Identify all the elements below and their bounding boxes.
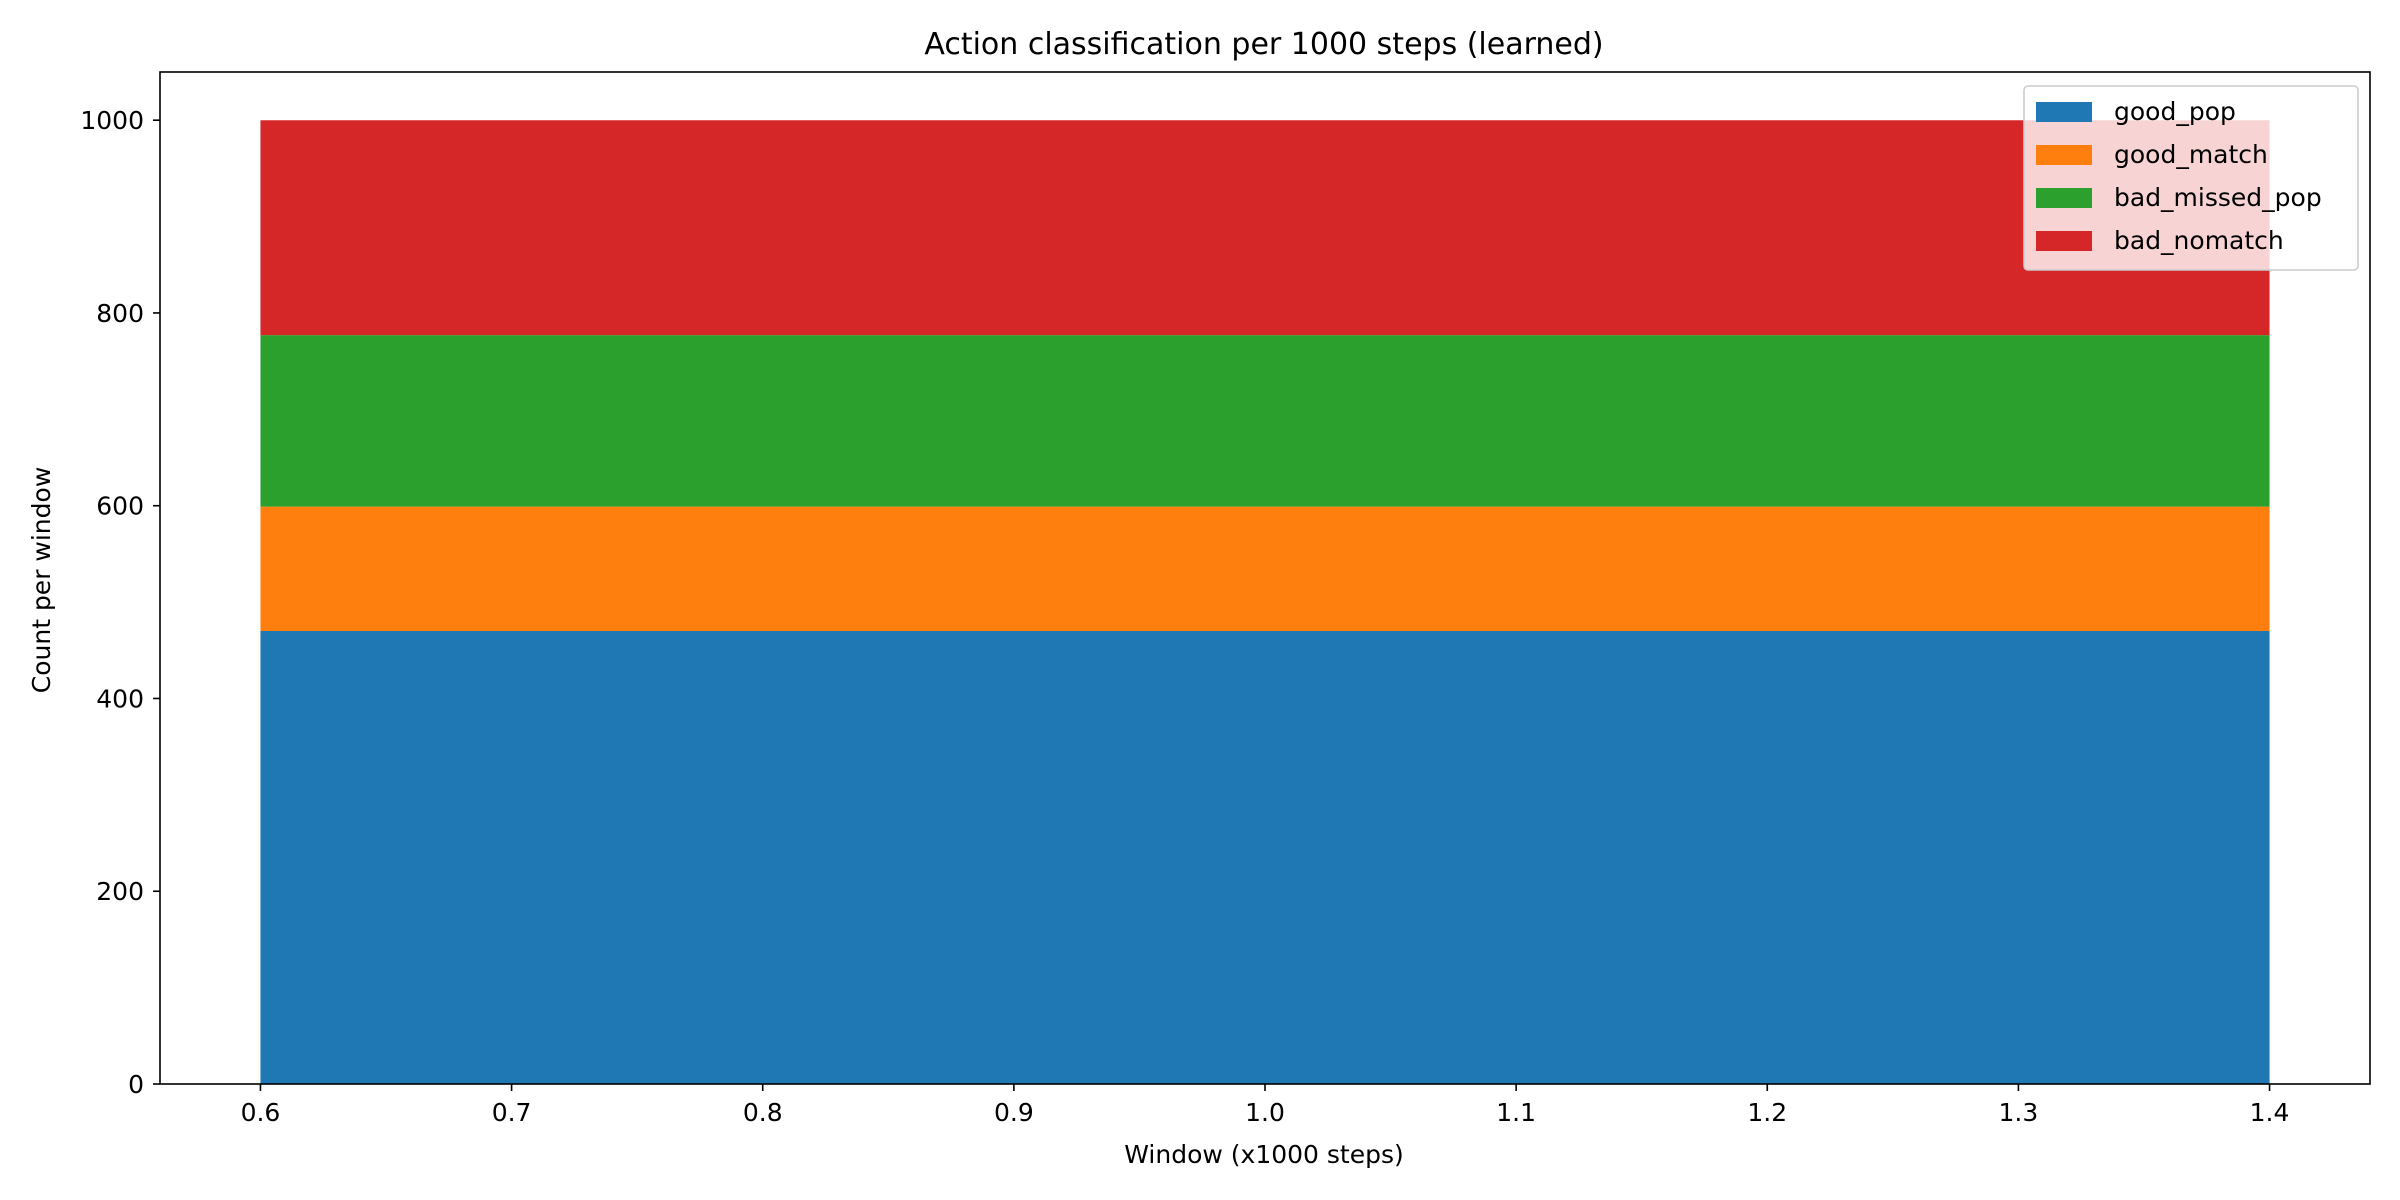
y-tick-label: 800	[96, 299, 144, 328]
area-good-pop	[260, 631, 2270, 1084]
axes: 0.6 0.7 0.8 0.9 1.0 1.1 1.2 1.3 1.4 0 200 400 600 800…	[80, 71, 2371, 1127]
legend-swatch-bad-nomatch	[2036, 231, 2092, 251]
area-good-match	[260, 506, 2270, 632]
legend-label-bad-nomatch: bad_nomatch	[2114, 226, 2284, 255]
x-tick-label: 1.2	[1747, 1098, 1787, 1127]
x-tick-label: 1.0	[1245, 1098, 1285, 1127]
y-tick-label: 1000	[80, 106, 144, 135]
x-axis-label: Window (x1000 steps)	[1124, 1140, 1404, 1169]
y-tick-label: 600	[96, 492, 144, 521]
legend-swatch-good-match	[2036, 145, 2092, 165]
x-tick-label: 1.1	[1496, 1098, 1536, 1127]
y-tick-label: 400	[96, 684, 144, 713]
stacked-areas	[260, 120, 2270, 1084]
legend-swatch-good-pop	[2036, 102, 2092, 122]
y-axis-label: Count per window	[27, 467, 56, 694]
area-bad-nomatch	[260, 120, 2270, 336]
legend-label-good-pop: good_pop	[2114, 97, 2236, 126]
y-tick-label: 0	[128, 1070, 144, 1099]
x-tick-label: 0.6	[241, 1098, 281, 1127]
x-tick-label: 1.4	[2250, 1098, 2290, 1127]
y-tick-label: 200	[96, 877, 144, 906]
legend-label-good-match: good_match	[2114, 140, 2268, 169]
legend: good_pop good_match bad_missed_pop bad_noma…	[2023, 85, 2359, 271]
area-bad-missed-pop	[260, 335, 2270, 507]
x-tick-label: 0.8	[743, 1098, 783, 1127]
legend-label-bad-missed-pop: bad_missed_pop	[2114, 183, 2322, 212]
x-tick-label: 0.7	[492, 1098, 532, 1127]
legend-box	[2023, 85, 2359, 271]
x-tick-label: 1.3	[1999, 1098, 2039, 1127]
chart-title: Action classification per 1000 steps (le…	[924, 27, 1603, 62]
x-tick-label: 0.9	[994, 1098, 1034, 1127]
legend-swatch-bad-missed-pop	[2036, 188, 2092, 208]
